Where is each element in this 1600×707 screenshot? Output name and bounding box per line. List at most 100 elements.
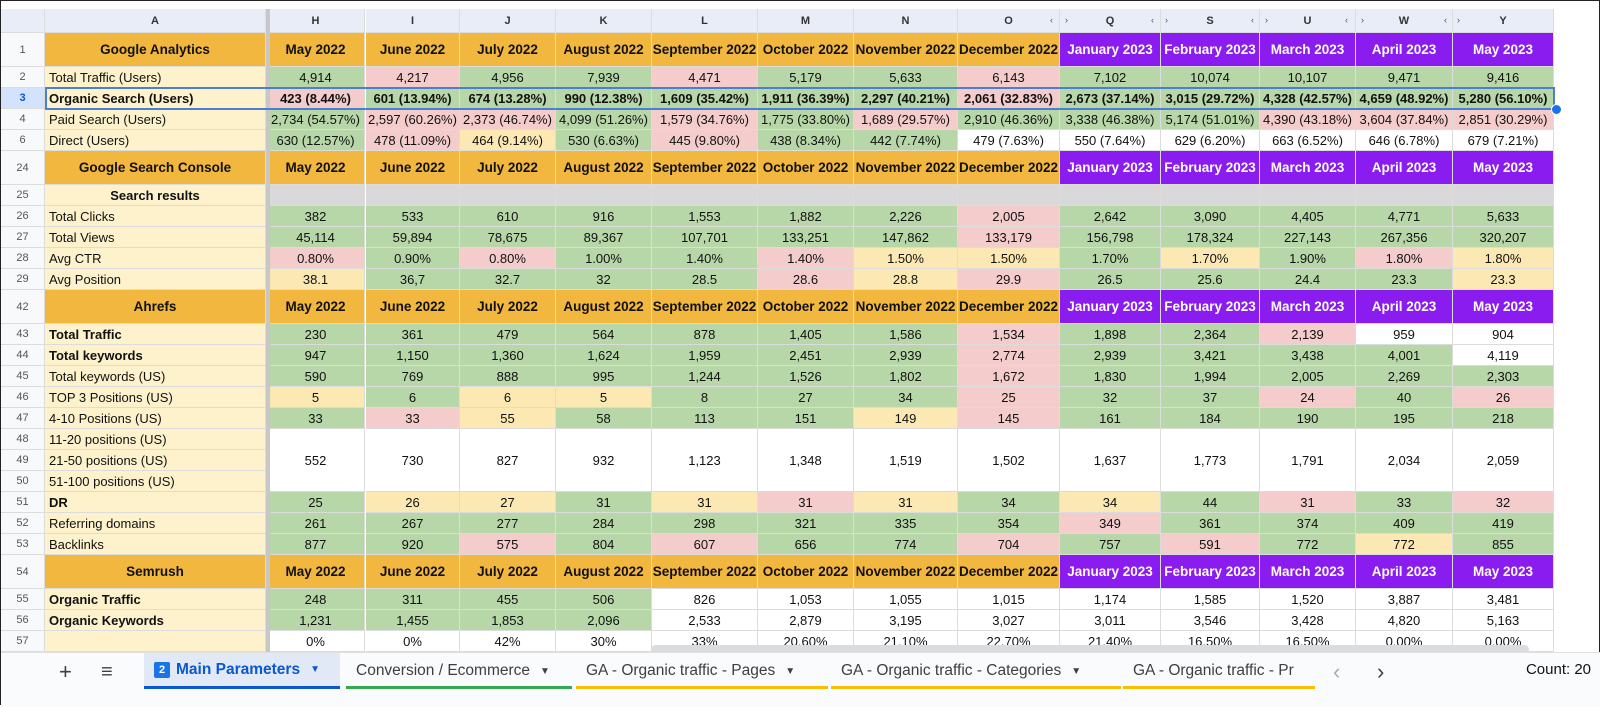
data-cell[interactable]: 3,546 <box>1161 610 1260 631</box>
data-cell[interactable]: 4,119 <box>1453 345 1554 366</box>
row-header-4[interactable]: 4 <box>1 109 45 130</box>
row-label[interactable]: DR <box>45 492 266 513</box>
data-cell[interactable]: 248 <box>267 589 365 610</box>
row-header-29[interactable]: 29 <box>1 269 45 290</box>
data-cell[interactable]: 36,7 <box>366 269 460 290</box>
column-header-u[interactable]: U <box>1260 9 1356 33</box>
data-cell[interactable]: 59,894 <box>366 227 460 248</box>
row-header-50[interactable]: 50 <box>1 471 45 492</box>
row-label[interactable]: 21-50 positions (US) <box>45 450 266 471</box>
merged-value-cell[interactable]: 1,123 <box>652 429 758 492</box>
data-cell[interactable]: 113 <box>652 408 758 429</box>
cell[interactable] <box>267 185 365 206</box>
data-cell[interactable]: 227,143 <box>1260 227 1356 248</box>
row-label[interactable]: Organic Keywords <box>45 610 266 631</box>
column-header-s[interactable]: S <box>1161 9 1260 33</box>
month-header[interactable]: September 2022 <box>652 555 758 589</box>
row-header-1[interactable]: 1 <box>1 33 45 67</box>
row-label[interactable]: Total Clicks <box>45 206 266 227</box>
month-header[interactable]: October 2022 <box>758 151 854 185</box>
data-cell[interactable]: 34 <box>854 387 958 408</box>
data-cell[interactable]: 1.70% <box>1161 248 1260 269</box>
row-header-24[interactable]: 24 <box>1 151 45 185</box>
data-cell[interactable]: 4,390 (43.18%) <box>1260 109 1356 130</box>
month-header[interactable]: August 2022 <box>556 290 652 324</box>
cell[interactable] <box>854 185 958 206</box>
month-header[interactable]: May 2022 <box>267 151 365 185</box>
month-header[interactable]: March 2023 <box>1260 151 1356 185</box>
cell[interactable] <box>460 185 556 206</box>
data-cell[interactable]: 1,959 <box>652 345 758 366</box>
data-cell[interactable]: 920 <box>366 534 460 555</box>
cell[interactable] <box>366 185 460 206</box>
data-cell[interactable]: 1,526 <box>758 366 854 387</box>
data-cell[interactable]: 1,882 <box>758 206 854 227</box>
data-cell[interactable]: 663 (6.52%) <box>1260 130 1356 151</box>
data-cell[interactable]: 335 <box>854 513 958 534</box>
data-cell[interactable]: 5,633 <box>854 67 958 88</box>
cell[interactable] <box>556 185 652 206</box>
row-header-54[interactable]: 54 <box>1 555 45 589</box>
data-cell[interactable]: 3,015 (29.72%) <box>1161 88 1260 109</box>
data-cell[interactable]: 1,231 <box>267 610 365 631</box>
data-cell[interactable]: 374 <box>1260 513 1356 534</box>
row-header-27[interactable]: 27 <box>1 227 45 248</box>
data-cell[interactable]: 533 <box>366 206 460 227</box>
row-header-28[interactable]: 28 <box>1 248 45 269</box>
data-cell[interactable]: 877 <box>267 534 365 555</box>
data-cell[interactable]: 156,798 <box>1060 227 1161 248</box>
data-cell[interactable]: 33 <box>366 408 460 429</box>
section-title[interactable]: Ahrefs <box>45 290 266 324</box>
data-cell[interactable]: 25 <box>267 492 365 513</box>
data-cell[interactable]: 1,244 <box>652 366 758 387</box>
month-header[interactable]: July 2022 <box>460 151 556 185</box>
data-cell[interactable]: 190 <box>1260 408 1356 429</box>
data-cell[interactable]: 361 <box>366 324 460 345</box>
data-cell[interactable]: 591 <box>1161 534 1260 555</box>
month-header[interactable]: May 2023 <box>1453 33 1554 67</box>
row-label[interactable]: Avg Position <box>45 269 266 290</box>
row-header-44[interactable]: 44 <box>1 345 45 366</box>
data-cell[interactable]: 5 <box>267 387 365 408</box>
row-header-57[interactable]: 57 <box>1 631 45 652</box>
row-label[interactable]: Total Views <box>45 227 266 248</box>
data-cell[interactable]: 31 <box>652 492 758 513</box>
month-header[interactable]: September 2022 <box>652 290 758 324</box>
column-header-m[interactable]: M <box>758 9 854 33</box>
data-cell[interactable]: 3,421 <box>1161 345 1260 366</box>
row-label[interactable]: 4-10 Positions (US) <box>45 408 266 429</box>
hidden-columns-arrow-icon[interactable]: › <box>1361 15 1364 25</box>
selection-count[interactable]: Count: 20 <box>1525 661 1591 678</box>
data-cell[interactable]: 24 <box>1260 387 1356 408</box>
hidden-columns-arrow-icon[interactable]: › <box>1457 15 1460 25</box>
data-cell[interactable]: 25.6 <box>1161 269 1260 290</box>
data-cell[interactable]: 8 <box>652 387 758 408</box>
data-cell[interactable]: 995 <box>556 366 652 387</box>
data-cell[interactable]: 1,586 <box>854 324 958 345</box>
month-header[interactable]: February 2023 <box>1161 151 1260 185</box>
row-label[interactable]: Total keywords (US) <box>45 366 266 387</box>
data-cell[interactable]: 5,633 <box>1453 206 1554 227</box>
column-header-y[interactable]: Y <box>1453 9 1554 33</box>
data-cell[interactable]: 2,303 <box>1453 366 1554 387</box>
column-header-o[interactable]: O <box>958 9 1060 33</box>
row-label[interactable]: 51-100 positions (US) <box>45 471 266 492</box>
add-sheet-icon[interactable]: + <box>59 659 72 684</box>
data-cell[interactable]: 230 <box>267 324 365 345</box>
month-header[interactable]: May 2023 <box>1453 290 1554 324</box>
column-header-a[interactable]: A <box>45 9 266 33</box>
data-cell[interactable]: 2,269 <box>1356 366 1453 387</box>
all-sheets-menu-icon[interactable]: ≡ <box>101 660 113 683</box>
month-header[interactable]: October 2022 <box>758 33 854 67</box>
data-cell[interactable]: 0% <box>267 631 365 652</box>
data-cell[interactable]: 4,001 <box>1356 345 1453 366</box>
data-cell[interactable]: 277 <box>460 513 556 534</box>
row-header-49[interactable]: 49 <box>1 450 45 471</box>
month-header[interactable]: January 2023 <box>1060 151 1161 185</box>
data-cell[interactable]: 4,405 <box>1260 206 1356 227</box>
data-cell[interactable]: 679 (7.21%) <box>1453 130 1554 151</box>
data-cell[interactable]: 1,455 <box>366 610 460 631</box>
data-cell[interactable]: 1,553 <box>652 206 758 227</box>
data-cell[interactable]: 321 <box>758 513 854 534</box>
cell[interactable] <box>1453 185 1554 206</box>
